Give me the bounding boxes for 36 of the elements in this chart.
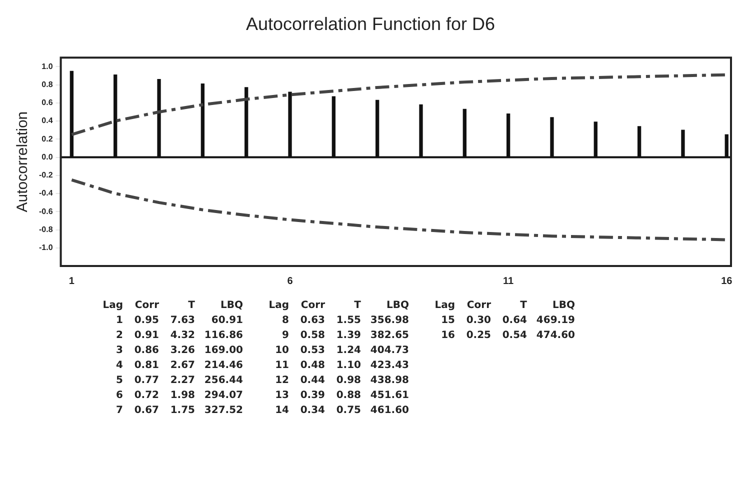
y-tick-label: 0.8 (42, 80, 54, 89)
text: 8 0.63 1.55 356.98 (281, 315, 409, 326)
y-tick-label: -0.4 (38, 188, 54, 198)
text: Lag Corr T LBQ (434, 300, 575, 311)
text: 4 0.81 2.67 214.46 (115, 360, 243, 371)
text: 1 0.95 7.63 60.91 (116, 315, 243, 326)
x-tick-label: 1 (68, 276, 75, 287)
y-tick-label: 0.0 (42, 152, 54, 162)
chart-title: Autocorrelation Function for D6 (246, 14, 496, 34)
text: 16 0.25 0.54 474.60 (440, 330, 575, 341)
x-tick-label: 16 (721, 276, 733, 287)
y-tick-label: -1.0 (38, 243, 54, 252)
y-tick-label: -0.8 (38, 224, 54, 234)
x-tick-label: 6 (287, 276, 294, 287)
x-tick-label: 11 (503, 276, 514, 287)
text: 11 0.48 1.10 423.43 (274, 360, 409, 371)
text: 15 0.30 0.64 469.19 (440, 315, 575, 326)
text: 10 0.53 1.24 404.73 (274, 345, 409, 356)
text: 12 0.44 0.98 438.98 (274, 375, 409, 386)
text: Lag Corr T LBQ (268, 300, 409, 311)
text: 2 0.91 4.32 116.86 (115, 330, 243, 341)
y-axis-title: Autocorrelation (14, 111, 32, 212)
text: Lag Corr T LBQ (102, 300, 243, 311)
y-tick-label: 1.0 (42, 62, 54, 71)
y-tick-label: 0.2 (42, 134, 54, 144)
text: 14 0.34 0.75 461.60 (274, 405, 409, 416)
text: 5 0.77 2.27 256.44 (115, 375, 243, 386)
text: 6 0.72 1.98 294.07 (115, 390, 243, 401)
text: 3 0.86 3.26 169.00 (115, 345, 243, 356)
y-tick-label: -0.6 (38, 206, 54, 216)
text: 9 0.58 1.39 382.65 (281, 330, 409, 341)
y-tick-label: -0.2 (38, 170, 54, 180)
y-tick-label: 0.6 (42, 98, 54, 108)
text: 7 0.67 1.75 327.52 (115, 405, 243, 416)
text: 13 0.39 0.88 451.61 (274, 390, 409, 401)
y-tick-label: 0.4 (42, 116, 54, 126)
